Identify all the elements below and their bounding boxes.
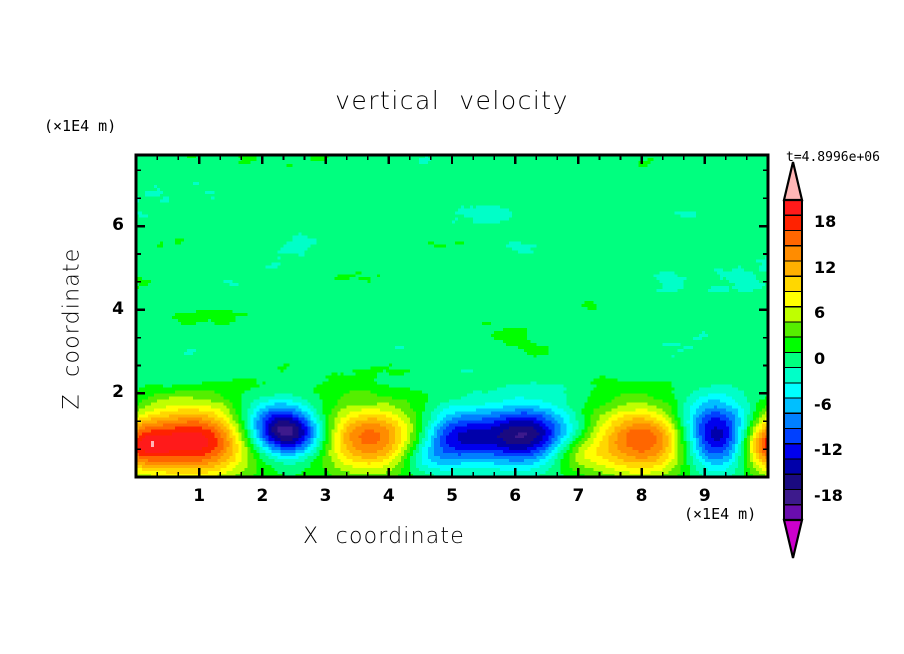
x-tick-label: 6 — [509, 486, 522, 506]
colorbar — [782, 161, 804, 559]
y-tick-label: 6 — [112, 215, 124, 236]
timestamp-label: t=4.8996e+06 — [786, 150, 880, 165]
colorbar-band — [783, 229, 803, 247]
colorbar-border — [782, 198, 804, 522]
contour-field — [136, 155, 769, 478]
colorbar-band — [783, 412, 803, 430]
x-tick-label: 1 — [193, 486, 206, 506]
colorbar-tick-label: 6 — [814, 303, 826, 323]
colorbar-band — [783, 199, 803, 217]
x-tick-label: 9 — [698, 486, 711, 506]
colorbar-band — [783, 245, 803, 262]
x-tick-label: 5 — [446, 486, 458, 506]
y-tick-label: 2 — [112, 382, 124, 403]
y-axis-unit-label: (×1E4 m) — [44, 117, 117, 135]
x-tick-label: 8 — [635, 486, 648, 506]
x-tick-label: 4 — [382, 486, 395, 506]
colorbar-band — [783, 443, 803, 461]
colorbar-band — [783, 367, 803, 384]
x-tick-label: 3 — [319, 486, 332, 506]
colorbar-band — [783, 397, 803, 415]
axis-ticks — [134, 155, 770, 479]
colorbar-band — [783, 336, 803, 354]
colorbar-over-arrow — [782, 161, 804, 202]
colorbar-band — [783, 351, 803, 369]
colorbar-band — [783, 214, 803, 232]
colorbar-band — [783, 260, 803, 278]
colorbar-band — [783, 473, 803, 491]
colorbar-band — [783, 306, 803, 323]
colorbar-band — [783, 488, 803, 506]
colorbar-under-arrow — [782, 518, 804, 559]
colorbar-tick-label: 0 — [814, 349, 826, 368]
colorbar-tick-label: -6 — [814, 394, 832, 414]
colorbar-band — [783, 382, 803, 400]
colorbar-band — [783, 504, 803, 522]
figure-title: vertical velocity — [335, 86, 569, 115]
x-tick-label: 7 — [572, 486, 585, 506]
colorbar-tick-label: 12 — [814, 257, 837, 277]
y-axis-title: Z coordinate — [59, 247, 85, 410]
colorbar-tick-label: -18 — [814, 486, 843, 506]
colorbar-band — [783, 427, 803, 445]
colorbar-tick-label: -12 — [814, 440, 843, 460]
colorbar-band — [783, 321, 803, 339]
colorbar-band — [783, 275, 803, 293]
x-axis-title: X coordinate — [303, 524, 465, 549]
x-tick-label: 2 — [256, 486, 269, 506]
colorbar-band — [783, 458, 803, 476]
y-tick-label: 4 — [112, 298, 124, 319]
colorbar-band — [783, 290, 803, 308]
x-axis-unit-label: (×1E4 m) — [684, 505, 757, 523]
colorbar-tick-label: 18 — [814, 211, 837, 231]
